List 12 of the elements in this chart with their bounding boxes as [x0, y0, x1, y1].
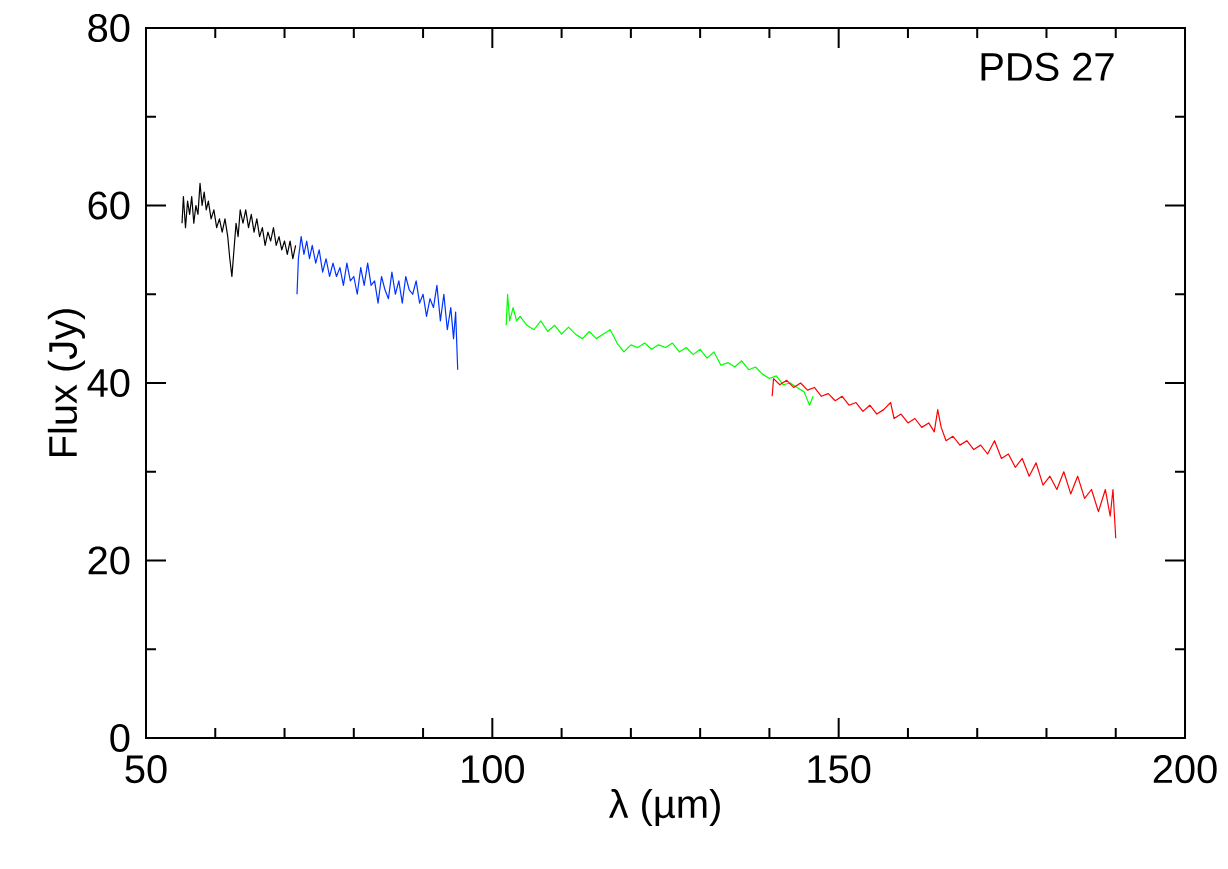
y-tick-label: 80 — [88, 13, 130, 43]
y-axis-title: Flux (Jy) — [47, 309, 85, 457]
y-tick-label: 0 — [110, 723, 130, 753]
x-tick-label: 50 — [125, 755, 167, 784]
x-tick-label: 150 — [808, 755, 871, 784]
y-tick-label: 20 — [88, 546, 130, 575]
y-tick-label: 60 — [88, 191, 130, 220]
x-axis-title: λ (µm) — [608, 788, 720, 827]
y-tick-label: 40 — [87, 368, 130, 398]
annotation: PDS 27 — [981, 52, 1114, 81]
x-tick-label: 200 — [1153, 755, 1217, 784]
x-tick-label: 100 — [462, 755, 524, 784]
